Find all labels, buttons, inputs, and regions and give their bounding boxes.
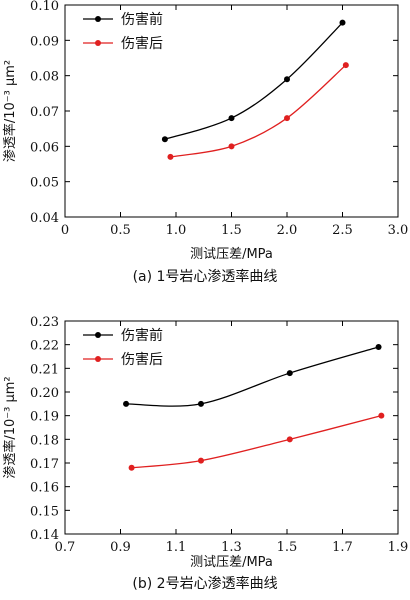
figure-caption: (b) 2号岩心渗透率曲线 bbox=[132, 575, 277, 592]
y-tick-label: 0.23 bbox=[30, 315, 59, 330]
y-axis-label: 渗透率/10⁻³ μm² bbox=[2, 376, 18, 478]
x-tick-label: 2.5 bbox=[332, 223, 353, 238]
series-line-1 bbox=[131, 415, 382, 469]
legend-marker-0 bbox=[95, 332, 101, 338]
legend-label-0: 伤害前 bbox=[121, 11, 163, 28]
y-tick-label: 0.16 bbox=[30, 481, 59, 496]
legend-label-0: 伤害前 bbox=[121, 327, 163, 344]
y-tick-label: 0.14 bbox=[30, 528, 59, 543]
x-axis-label: 测试压差/MPa bbox=[190, 555, 273, 570]
y-tick-label: 0.15 bbox=[30, 504, 59, 519]
data-point bbox=[375, 344, 382, 351]
series-line-0 bbox=[164, 22, 343, 140]
data-point bbox=[197, 400, 204, 407]
x-tick-label: 1.3 bbox=[221, 540, 242, 555]
data-point bbox=[197, 457, 204, 464]
data-point bbox=[342, 62, 349, 69]
legend-label-1: 伤害后 bbox=[121, 36, 163, 52]
x-tick-label: 1.7 bbox=[332, 540, 353, 555]
plot-frame bbox=[64, 4, 399, 218]
x-tick-label: 0.9 bbox=[110, 540, 131, 555]
series-line-1 bbox=[170, 64, 347, 158]
y-tick-label: 0.08 bbox=[30, 70, 59, 85]
y-tick-label: 0.10 bbox=[30, 0, 59, 14]
y-tick-label: 0.19 bbox=[30, 410, 59, 425]
y-axis-label: 渗透率/10⁻³ μm² bbox=[2, 60, 18, 162]
x-tick-label: 2.0 bbox=[277, 223, 298, 238]
x-tick-label: 1.5 bbox=[277, 540, 298, 555]
data-point bbox=[286, 370, 293, 377]
data-point bbox=[161, 136, 168, 143]
y-tick-label: 0.06 bbox=[30, 140, 59, 155]
data-point bbox=[228, 115, 235, 122]
x-tick-label: 1.1 bbox=[166, 540, 187, 555]
y-tick-label: 0.09 bbox=[30, 34, 59, 49]
x-tick-label: 0 bbox=[61, 223, 69, 238]
x-tick-label: 0.7 bbox=[55, 540, 76, 555]
x-tick-label: 3.0 bbox=[388, 223, 409, 238]
y-tick-label: 0.18 bbox=[30, 433, 59, 448]
chart-panel-1: 0.7 0.9 1.1 1.3 1.5 1.7 1.9 0.14 0.15 0.16 0.17 0.1… bbox=[2, 315, 408, 592]
plot-frame bbox=[64, 320, 399, 535]
x-tick-label: 1.5 bbox=[221, 223, 242, 238]
data-point bbox=[123, 400, 130, 407]
x-axis-label: 测试压差/MPa bbox=[190, 247, 273, 262]
figure-caption: (a) 1号岩心渗透率曲线 bbox=[133, 268, 278, 285]
y-tick-label: 0.22 bbox=[30, 339, 59, 354]
y-tick-label: 0.17 bbox=[30, 457, 59, 472]
legend-marker-1 bbox=[95, 40, 101, 46]
legend-marker-1 bbox=[95, 356, 101, 362]
series-line-0 bbox=[126, 346, 379, 407]
y-tick-label: 0.21 bbox=[30, 362, 59, 377]
data-point bbox=[228, 143, 235, 150]
data-point bbox=[284, 76, 290, 83]
legend-label-1: 伤害后 bbox=[121, 352, 163, 368]
data-point bbox=[339, 19, 346, 26]
data-point bbox=[128, 464, 135, 471]
y-tick-label: 0.07 bbox=[30, 105, 59, 120]
x-tick-label: 0.5 bbox=[110, 223, 131, 238]
chart-panel-0: 0 0.5 1.0 1.5 2.0 2.5 3.0 0.04 0.05 0.06 0.07 0.08 0… bbox=[2, 0, 408, 285]
data-point bbox=[284, 115, 290, 122]
data-point bbox=[378, 412, 385, 419]
y-tick-label: 0.04 bbox=[30, 211, 59, 226]
x-tick-label: 1.9 bbox=[388, 540, 409, 555]
y-tick-label: 0.05 bbox=[30, 176, 59, 191]
x-tick-label: 1.0 bbox=[166, 223, 187, 238]
data-point bbox=[286, 436, 293, 443]
legend-marker-0 bbox=[95, 16, 101, 22]
y-tick-label: 0.20 bbox=[30, 386, 59, 401]
data-point bbox=[167, 153, 174, 160]
